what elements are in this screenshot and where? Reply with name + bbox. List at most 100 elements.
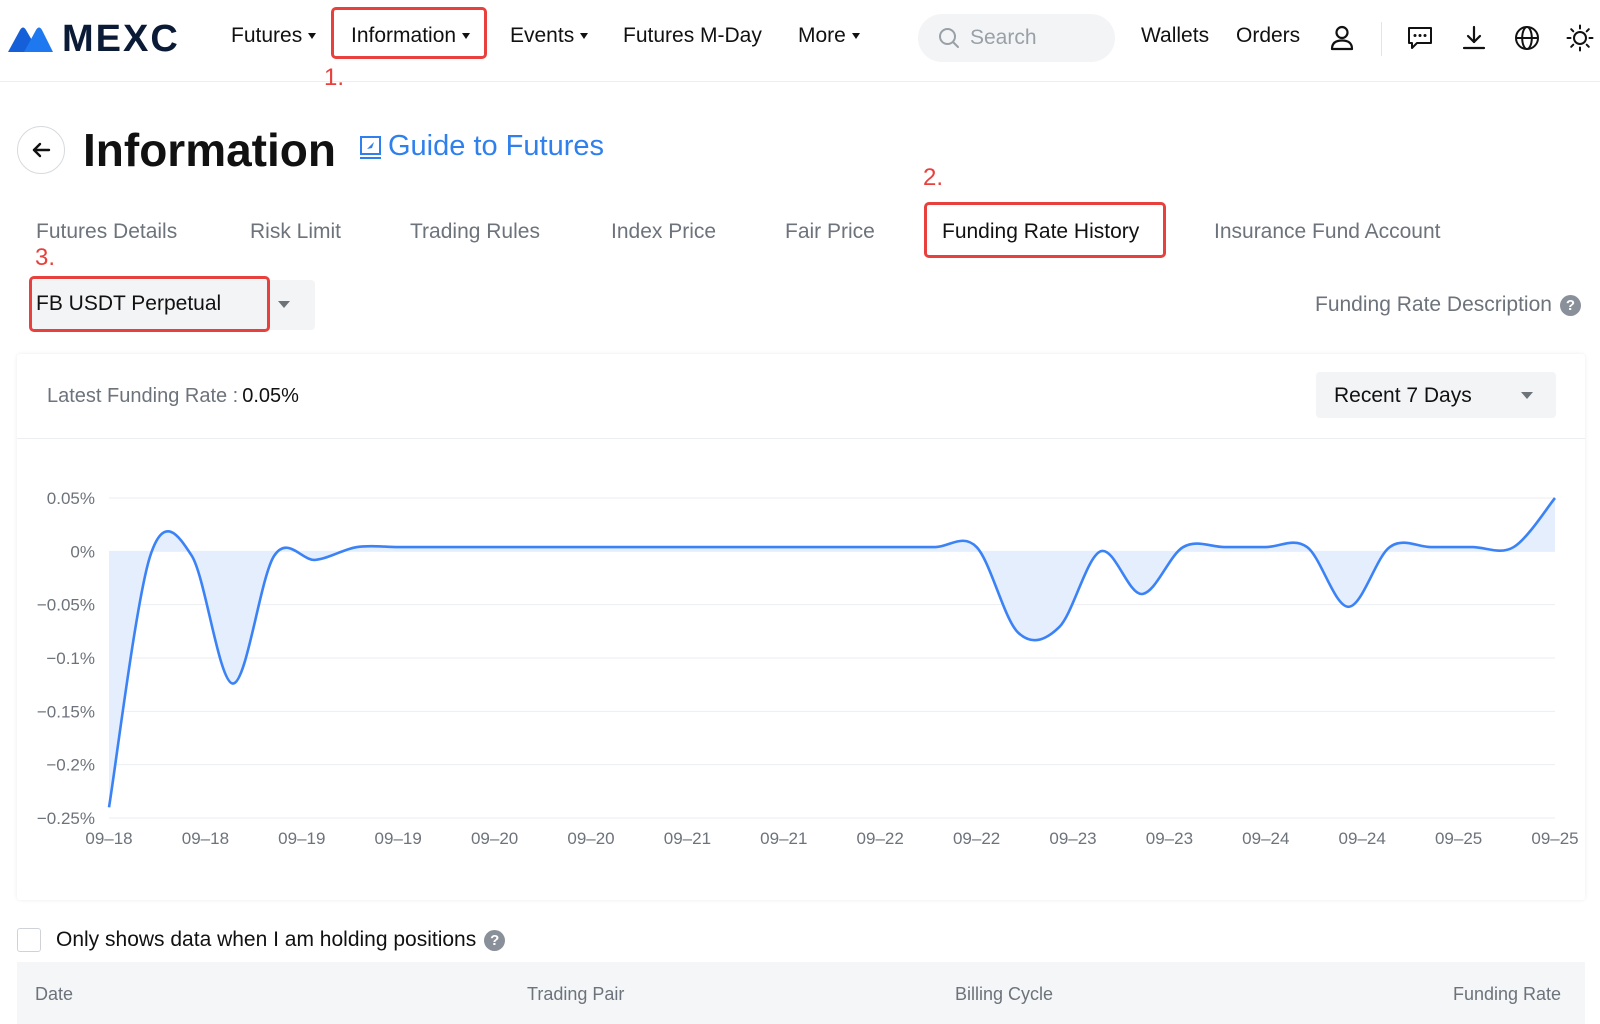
latest-funding-rate-value: 0.05%: [242, 385, 299, 407]
funding-rate-description-label: Funding Rate Description: [1315, 293, 1552, 316]
y-tick-label: −0.2%: [46, 756, 95, 775]
tab-risk-limit[interactable]: Risk Limit: [250, 220, 342, 243]
search-icon: [939, 28, 959, 48]
nav-futures-mday-label: Futures M-Day: [623, 24, 762, 47]
latest-funding-rate: Latest Funding Rate :0.05%: [47, 385, 299, 408]
time-range-value: Recent 7 Days: [1334, 384, 1472, 407]
data-point: [314, 558, 318, 562]
data-point: [1264, 545, 1268, 549]
highlight-funding-rate-history: [924, 202, 1166, 258]
nav-divider: [1381, 22, 1382, 56]
highlight-contract-select: [29, 276, 270, 332]
x-tick-label: 09–20: [567, 829, 614, 848]
orders-label: Orders: [1236, 24, 1301, 47]
x-tick-label: 09–18: [182, 829, 229, 848]
y-tick-label: −0.05%: [37, 596, 95, 615]
user-button[interactable]: [1326, 22, 1358, 54]
data-point: [685, 545, 689, 549]
holding-positions-checkbox[interactable]: [17, 928, 41, 952]
holding-positions-label: Only shows data when I am holding positi…: [56, 928, 477, 951]
nav-events[interactable]: Events: [510, 24, 589, 48]
caret-down-icon: [1521, 392, 1533, 399]
y-tick-label: −0.1%: [46, 649, 95, 668]
guide-to-futures-link[interactable]: Guide to Futures: [358, 130, 604, 163]
data-point: [272, 554, 276, 558]
x-tick-label: 09–24: [1242, 829, 1289, 848]
page-title: Information: [83, 124, 336, 176]
nav-futures-mday[interactable]: Futures M-Day: [623, 24, 762, 48]
x-tick-label: 09–21: [664, 829, 711, 848]
data-point: [644, 545, 648, 549]
card-divider: [17, 438, 1585, 439]
wallets-link[interactable]: Wallets: [1141, 24, 1209, 48]
language-button[interactable]: [1511, 22, 1543, 54]
tab-futures-details[interactable]: Futures Details: [36, 220, 178, 243]
chevron-down-icon: [308, 33, 317, 39]
data-point: [1222, 545, 1226, 549]
y-tick-label: 0.05%: [47, 489, 95, 508]
data-point: [520, 545, 524, 549]
x-tick-label: 09–22: [953, 829, 1000, 848]
arrow-left-icon: [32, 142, 51, 158]
mexc-logo-icon: [8, 27, 53, 52]
annotation-3: 3.: [35, 244, 56, 271]
nav-more[interactable]: More: [798, 24, 860, 48]
x-tick-label: 09–24: [1339, 829, 1386, 848]
data-point: [561, 545, 565, 549]
data-point: [851, 545, 855, 549]
data-point: [933, 545, 937, 549]
highlight-information: [331, 7, 487, 59]
data-point: [479, 545, 483, 549]
x-tick-label: 09–22: [857, 829, 904, 848]
chevron-down-icon: [580, 33, 589, 39]
data-point: [1016, 630, 1020, 634]
data-point: [603, 545, 607, 549]
back-button[interactable]: [17, 126, 65, 174]
data-point: [1305, 545, 1309, 549]
search-input[interactable]: [970, 26, 1100, 50]
download-button[interactable]: [1458, 22, 1490, 54]
tab-insurance-fund-account[interactable]: Insurance Fund Account: [1214, 220, 1441, 243]
tab-fair-price[interactable]: Fair Price: [785, 220, 875, 243]
data-point: [1346, 605, 1350, 609]
time-range-select[interactable]: Recent 7 Days: [1316, 372, 1556, 418]
column-trading-pair: Trading Pair: [527, 984, 625, 1004]
theme-toggle[interactable]: [1564, 22, 1596, 54]
tab-trading-rules[interactable]: Trading Rules: [410, 220, 540, 243]
funding-rate-area: [109, 498, 1555, 808]
nav-information[interactable]: Information: [351, 24, 471, 48]
data-point: [355, 545, 359, 549]
data-point: [231, 682, 235, 686]
contract-select-value: FB USDT Perpetual: [36, 292, 222, 315]
download-icon: [1462, 25, 1486, 50]
data-point: [1388, 545, 1392, 549]
data-point: [1512, 545, 1516, 549]
orders-link[interactable]: Orders: [1236, 24, 1300, 48]
question-icon: ?: [1559, 294, 1581, 316]
table-header: Date Trading Pair Billing Cycle Funding …: [17, 962, 1585, 1024]
user-icon: [1330, 25, 1354, 51]
x-tick-label: 09–25: [1435, 829, 1482, 848]
data-point: [809, 545, 813, 549]
caret-down-icon: [278, 301, 290, 308]
nav-futures[interactable]: Futures: [231, 24, 317, 48]
search-box[interactable]: [918, 14, 1115, 62]
mexc-logo[interactable]: MEXC: [6, 20, 180, 58]
data-point: [148, 554, 152, 558]
column-date: Date: [35, 984, 74, 1004]
data-point: [1553, 496, 1557, 500]
messages-button[interactable]: [1404, 22, 1436, 54]
tab-index-price[interactable]: Index Price: [611, 220, 717, 243]
data-point: [396, 545, 400, 549]
data-point: [1140, 592, 1144, 596]
data-point: [1181, 545, 1185, 549]
data-point: [438, 545, 442, 549]
tab-funding-rate-history[interactable]: Funding Rate History: [942, 220, 1140, 243]
nav-information-label: Information: [351, 24, 457, 47]
funding-rate-description-link[interactable]: Funding Rate Description ?: [1315, 293, 1581, 317]
brand-name: MEXC: [62, 18, 180, 60]
data-point: [1099, 549, 1103, 553]
column-billing-cycle: Billing Cycle: [955, 984, 1054, 1004]
top-navigation: MEXC Futures Information Events Futures …: [0, 0, 1600, 82]
y-tick-label: 0%: [70, 542, 95, 561]
